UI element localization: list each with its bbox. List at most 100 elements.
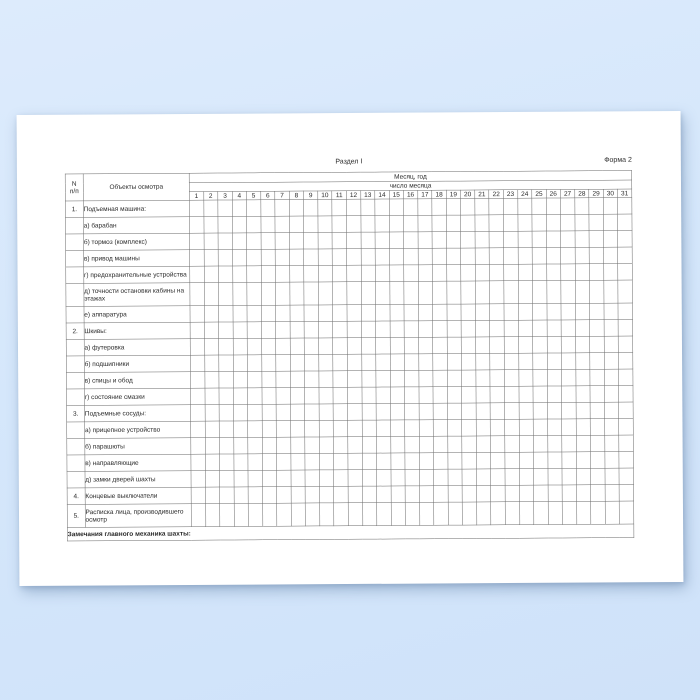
day-number-header: 16 — [403, 190, 418, 199]
day-cell — [261, 404, 277, 421]
day-cell — [262, 420, 277, 438]
day-cell — [490, 386, 505, 403]
day-cell — [533, 435, 548, 453]
day-cell — [590, 418, 605, 436]
document-content: Раздел I Форма 2 N п/п Объекты осмотра М… — [17, 111, 684, 586]
day-cell — [275, 282, 290, 306]
day-cell — [604, 336, 619, 353]
row-number-cell: 4. — [67, 487, 86, 505]
day-cell — [304, 281, 319, 306]
col-n-header-line2: п/п — [69, 186, 79, 195]
row-label-cell: Концевые выключатели — [85, 487, 192, 505]
day-cell — [405, 469, 420, 486]
day-cell — [561, 352, 576, 370]
day-cell — [619, 451, 634, 469]
day-cell — [546, 319, 562, 337]
day-cell — [476, 452, 491, 469]
day-cell — [432, 264, 447, 282]
day-cell — [190, 338, 205, 356]
day-cell — [389, 215, 404, 233]
day-cell — [490, 435, 505, 453]
day-cell — [218, 354, 234, 372]
day-cell — [590, 402, 605, 419]
row-number-cell — [66, 421, 85, 439]
row-number-cell — [66, 388, 85, 406]
day-cell — [576, 418, 591, 436]
day-cell — [303, 199, 318, 217]
day-cell — [446, 231, 461, 249]
day-cell — [533, 485, 549, 502]
day-cell — [376, 453, 391, 470]
day-cell — [347, 321, 362, 338]
table-row: д) точности остановки кабины на этажах — [65, 280, 633, 307]
day-cell — [218, 371, 234, 389]
day-cell — [433, 419, 448, 437]
day-cell — [318, 232, 333, 249]
day-cell — [234, 503, 249, 527]
day-cell — [189, 282, 205, 306]
day-cell — [418, 264, 433, 282]
day-cell — [332, 337, 348, 355]
row-label-cell: в) спицы и обод — [84, 371, 191, 389]
day-cell — [332, 248, 347, 266]
day-cell — [604, 385, 619, 403]
day-cell — [276, 503, 292, 527]
day-cell — [262, 503, 277, 527]
day-cell — [489, 336, 505, 354]
day-cell — [290, 354, 305, 372]
col-objects-header: Объекты осмотра — [83, 173, 190, 201]
day-cell — [205, 437, 220, 455]
day-cell — [303, 265, 319, 283]
day-cell — [417, 215, 433, 232]
day-cell — [405, 502, 420, 526]
day-cell — [561, 336, 576, 353]
day-cell — [603, 230, 618, 248]
day-cell — [533, 419, 548, 436]
day-cell — [262, 470, 277, 487]
day-cell — [533, 402, 548, 420]
day-cell — [232, 216, 247, 233]
day-cell — [275, 265, 290, 283]
day-cell — [376, 502, 392, 526]
day-cell — [505, 485, 520, 502]
day-cell — [460, 247, 476, 265]
day-cell — [233, 453, 249, 471]
day-cell — [304, 420, 320, 438]
day-cell — [204, 322, 219, 339]
day-cell — [390, 436, 405, 454]
row-number-cell — [66, 438, 85, 455]
day-cell — [403, 248, 419, 265]
day-cell — [218, 305, 233, 323]
day-cell — [561, 402, 577, 419]
day-cell — [433, 485, 449, 503]
day-cell — [474, 198, 490, 215]
day-cell — [518, 264, 533, 281]
row-label-cell: г) предохранительные устройства — [83, 266, 190, 284]
day-cell — [618, 336, 633, 353]
day-cell — [204, 421, 220, 438]
day-cell — [219, 470, 234, 488]
day-cell — [489, 264, 504, 281]
day-cell — [390, 485, 406, 503]
day-cell — [532, 231, 547, 248]
day-cell — [362, 502, 377, 526]
day-cell — [376, 469, 391, 487]
row-label-cell: б) подшипники — [84, 355, 191, 373]
day-cell — [289, 216, 304, 233]
day-cell — [261, 321, 276, 339]
day-cell — [318, 304, 333, 322]
day-cell — [276, 453, 291, 471]
day-cell — [404, 403, 420, 420]
day-cell — [261, 387, 277, 405]
day-cell — [447, 370, 462, 387]
day-cell — [375, 337, 391, 355]
day-cell — [390, 353, 405, 371]
row-label-cell: д) точности остановки кабины на этажах — [83, 282, 190, 307]
day-number-header: 28 — [574, 189, 589, 198]
day-cell — [290, 338, 305, 355]
day-cell — [376, 387, 391, 404]
day-cell — [475, 386, 491, 403]
day-cell — [490, 369, 505, 387]
day-cell — [290, 371, 305, 388]
day-cell — [603, 247, 618, 264]
